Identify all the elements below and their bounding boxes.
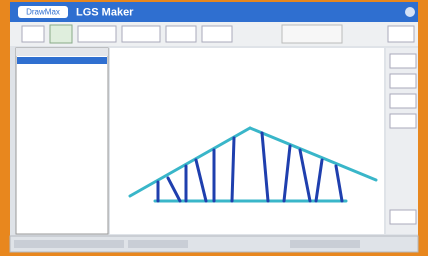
canvas bbox=[110, 48, 384, 234]
tool-button[interactable] bbox=[122, 26, 160, 42]
side-button[interactable] bbox=[390, 210, 416, 224]
app-title: LGS Maker bbox=[76, 6, 134, 18]
list-header bbox=[16, 48, 108, 56]
status-field bbox=[290, 240, 360, 248]
status-field bbox=[128, 240, 188, 248]
page: {"header": {"logo": "DrawMax", "title": … bbox=[0, 0, 428, 256]
tool-button[interactable] bbox=[202, 26, 232, 42]
tool-button[interactable] bbox=[388, 26, 414, 42]
tool-button[interactable] bbox=[22, 26, 44, 42]
tool-button[interactable] bbox=[78, 26, 116, 42]
list-panel bbox=[16, 48, 108, 234]
list-row-selected[interactable] bbox=[17, 57, 107, 64]
logo: DrawMax bbox=[26, 8, 60, 17]
web bbox=[232, 138, 234, 201]
tool-button[interactable] bbox=[50, 25, 72, 43]
side-button[interactable] bbox=[390, 94, 416, 108]
title-bar bbox=[10, 2, 418, 22]
tool-button[interactable] bbox=[166, 26, 196, 42]
side-button[interactable] bbox=[390, 114, 416, 128]
list-row[interactable] bbox=[17, 65, 107, 72]
side-button[interactable] bbox=[390, 54, 416, 68]
close-button[interactable] bbox=[405, 7, 415, 17]
info-box bbox=[282, 25, 342, 43]
screen: DrawMax LGS Maker bbox=[0, 0, 428, 256]
status-field bbox=[14, 240, 124, 248]
side-button[interactable] bbox=[390, 74, 416, 88]
